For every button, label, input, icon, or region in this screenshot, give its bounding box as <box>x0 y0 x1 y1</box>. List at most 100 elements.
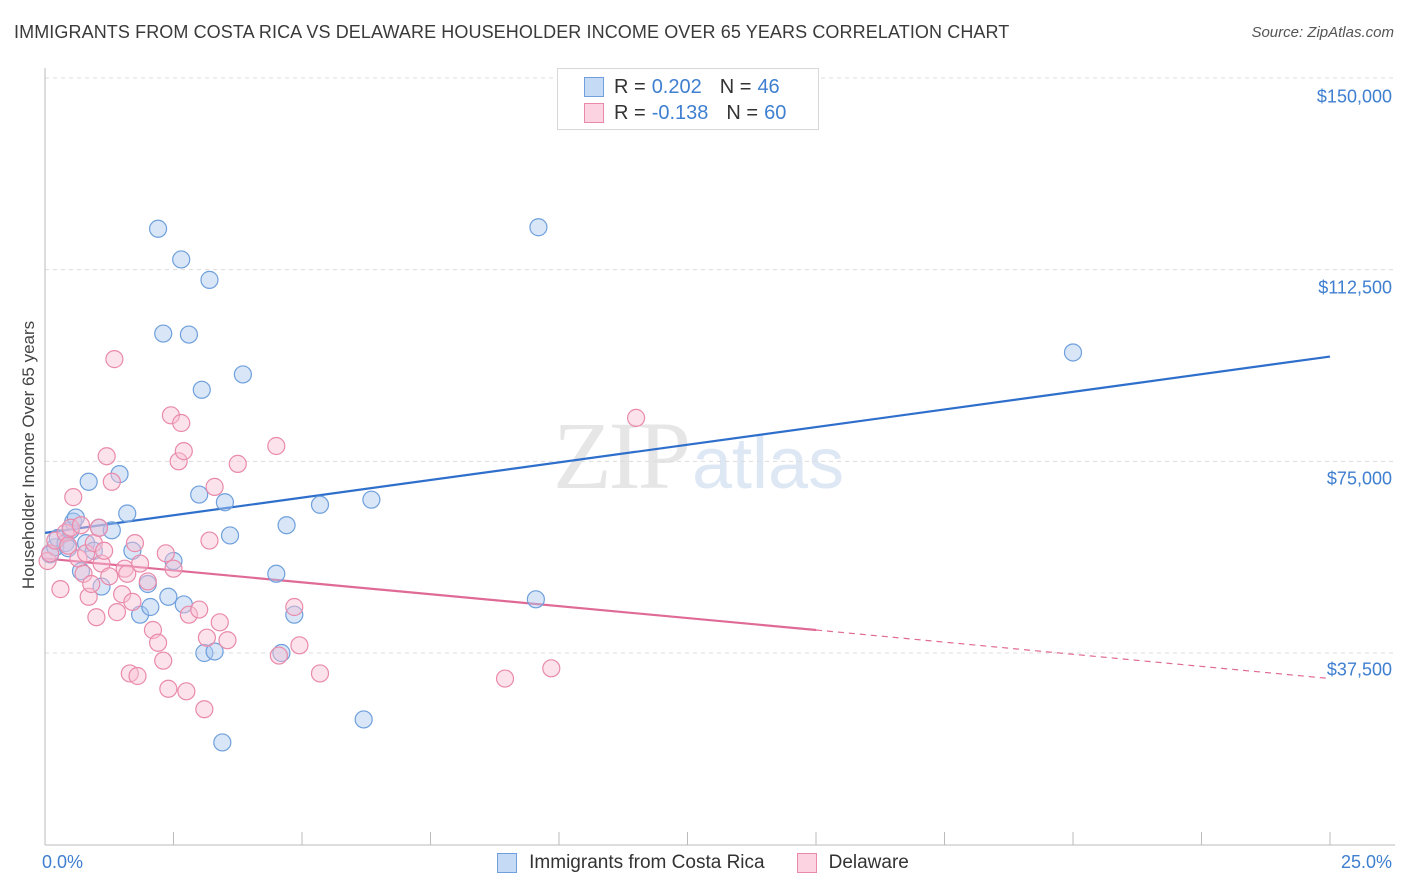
legend-row-costa-rica: R = 0.202 N = 46 <box>584 75 780 99</box>
point-delaware <box>290 636 309 655</box>
point-delaware <box>105 350 124 369</box>
legend-item-label: Delaware <box>828 852 909 873</box>
point-delaware <box>77 544 96 563</box>
point-delaware <box>626 408 646 427</box>
trendline <box>815 629 1331 680</box>
point-delaware <box>138 572 157 591</box>
scatter-points <box>38 218 1083 752</box>
point-costa-rica <box>220 526 240 545</box>
point-delaware <box>154 651 173 670</box>
axes <box>44 68 1395 846</box>
point-delaware <box>205 477 224 496</box>
point-delaware <box>164 559 183 578</box>
point-delaware <box>82 574 101 594</box>
trendlines <box>44 355 1331 680</box>
legend-swatch-blue <box>584 77 604 97</box>
point-costa-rica <box>277 516 296 535</box>
point-costa-rica <box>272 643 291 663</box>
point-costa-rica <box>192 380 211 399</box>
y-tick-label: $75,000 <box>1326 468 1392 489</box>
point-costa-rica <box>200 270 219 289</box>
point-delaware <box>542 659 561 678</box>
point-costa-rica <box>110 465 129 484</box>
point-delaware <box>200 531 219 550</box>
point-delaware <box>218 631 237 650</box>
point-costa-rica <box>233 365 252 384</box>
point-delaware <box>159 679 178 698</box>
point-delaware <box>179 605 199 624</box>
legend-r-value: 0.202 <box>651 75 702 98</box>
gridlines <box>45 77 1395 654</box>
point-delaware <box>195 700 214 719</box>
series-legend: Immigrants from Costa Rica Delaware <box>0 852 1406 874</box>
y-tick-label: $112,500 <box>1318 277 1392 298</box>
point-delaware <box>107 603 127 622</box>
point-costa-rica <box>215 493 234 512</box>
point-delaware <box>210 613 229 632</box>
point-delaware <box>148 633 168 652</box>
point-costa-rica <box>148 219 168 238</box>
point-delaware <box>125 534 145 553</box>
point-costa-rica <box>172 250 191 269</box>
point-costa-rica <box>310 495 330 514</box>
x-tick-label-max: 25.0% <box>1340 852 1392 872</box>
stats-legend: R = 0.202 N = 46 R = -0.138 N = 60 <box>557 68 819 130</box>
legend-r-label: R = <box>614 75 646 98</box>
point-delaware <box>89 518 109 537</box>
point-delaware <box>190 600 209 619</box>
y-axis-label: Householder Income Over 65 years <box>19 320 38 590</box>
point-costa-rica <box>1063 343 1083 362</box>
point-delaware <box>228 454 247 473</box>
point-delaware <box>64 488 83 507</box>
point-delaware <box>102 472 121 491</box>
point-costa-rica <box>164 551 183 571</box>
legend-r-value: -0.138 <box>651 101 709 124</box>
legend-swatch-pink <box>796 853 817 873</box>
point-costa-rica <box>285 605 304 624</box>
point-delaware <box>128 666 147 686</box>
point-delaware <box>177 682 196 701</box>
point-delaware <box>174 442 193 461</box>
y-tick-label: $150,000 <box>1316 86 1392 107</box>
point-costa-rica <box>179 325 199 344</box>
point-delaware <box>71 516 91 535</box>
point-costa-rica <box>141 597 160 617</box>
point-delaware <box>100 567 119 586</box>
point-delaware <box>112 585 132 604</box>
point-costa-rica <box>354 710 373 729</box>
point-delaware <box>285 597 304 617</box>
point-delaware <box>495 669 515 688</box>
point-costa-rica <box>77 534 96 553</box>
point-costa-rica <box>529 218 548 237</box>
trendline <box>44 355 1331 534</box>
legend-row-delaware: R = -0.138 N = 60 <box>584 101 786 125</box>
point-costa-rica <box>213 733 232 752</box>
point-delaware <box>87 608 106 627</box>
point-delaware <box>95 541 114 560</box>
point-delaware <box>310 664 330 683</box>
point-delaware <box>130 554 150 573</box>
point-delaware <box>74 564 93 583</box>
chart-title: IMMIGRANTS FROM COSTA RICA VS DELAWARE H… <box>14 22 1010 42</box>
point-delaware <box>267 436 286 456</box>
legend-item-delaware[interactable]: Delaware <box>796 852 909 874</box>
legend-n-label: N = <box>719 75 752 98</box>
point-delaware <box>169 452 188 471</box>
point-delaware <box>97 447 116 466</box>
point-delaware <box>51 580 70 599</box>
point-costa-rica <box>159 587 178 606</box>
source-label: Source: ZipAtlas.com <box>1251 24 1394 41</box>
legend-n-label: N = <box>726 101 759 124</box>
point-costa-rica <box>362 490 381 509</box>
legend-r-label: R = <box>614 101 646 124</box>
y-tick-label: $37,500 <box>1326 659 1392 680</box>
legend-item-label: Immigrants from Costa Rica <box>529 852 765 873</box>
legend-n-value: 46 <box>757 75 780 98</box>
x-tick-label-min: 0.0% <box>42 852 84 872</box>
legend-item-costa-rica[interactable]: Immigrants from Costa Rica <box>497 852 765 874</box>
point-delaware <box>118 564 137 583</box>
point-costa-rica <box>190 485 209 504</box>
legend-swatch-blue <box>497 853 518 873</box>
point-delaware <box>123 592 142 611</box>
